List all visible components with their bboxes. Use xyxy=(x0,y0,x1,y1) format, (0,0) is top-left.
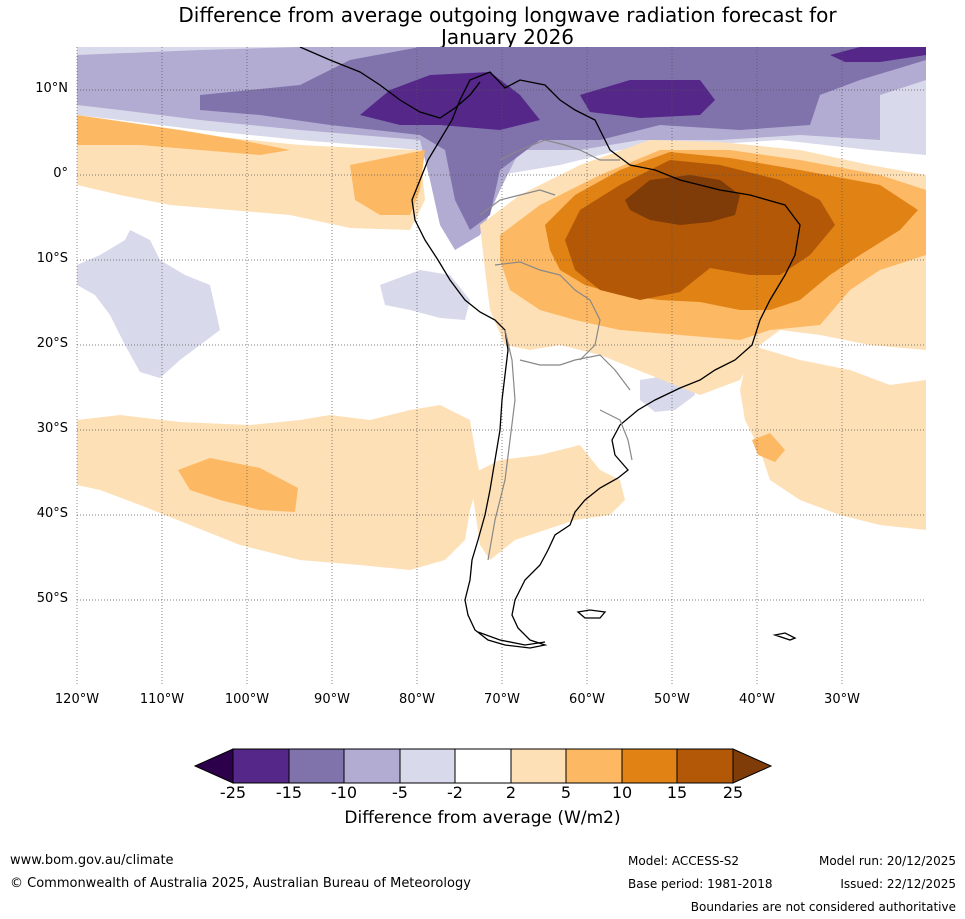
colorbar-tick-p15: 15 xyxy=(666,783,688,802)
lat-label-10s: 10°S xyxy=(36,251,68,266)
colorbar-tick-n2: -2 xyxy=(447,783,463,802)
anomaly-region-p5-10-west xyxy=(77,115,290,155)
lat-label-10n: 10°N xyxy=(35,81,68,96)
title-line-2: January 2026 xyxy=(440,25,575,49)
footer-base-period: Base period: 1981-2018 xyxy=(628,877,773,891)
colorbar-tick-n10: -10 xyxy=(330,783,358,802)
anomaly-region-p5-10-peru xyxy=(350,150,425,215)
lon-label-100w: 100°W xyxy=(224,692,270,707)
colorbar-tick-p5: 5 xyxy=(560,783,572,802)
south-america-coastline xyxy=(411,71,801,649)
lat-label-0: 0° xyxy=(53,166,68,181)
anomaly-region-n15-25-north xyxy=(360,72,540,130)
falkland-islands xyxy=(576,609,607,619)
lon-label-110w: 110°W xyxy=(139,692,185,707)
lon-label-30w: 30°W xyxy=(824,692,860,707)
anomaly-region-n15-25-top xyxy=(830,47,926,62)
chart-title: Difference from average outgoing longwav… xyxy=(0,4,965,48)
tierra-del-fuego-coastline xyxy=(477,631,546,646)
lon-label-60w: 60°W xyxy=(569,692,605,707)
lon-label-40w: 40°W xyxy=(739,692,775,707)
colorbar-tick-p2: 2 xyxy=(505,783,517,802)
anomaly-field xyxy=(77,47,926,570)
colorbar-tick-n15: -15 xyxy=(275,783,303,802)
anomaly-region-p2-5-south-atlantic xyxy=(740,345,926,530)
lat-label-20s: 20°S xyxy=(36,336,68,351)
lon-label-50w: 50°W xyxy=(654,692,690,707)
footer-model-run: Model run: 20/12/2025 xyxy=(818,854,956,868)
graticule xyxy=(76,47,926,685)
south-georgia-island xyxy=(772,632,797,641)
footer-issued: Issued: 22/12/2025 xyxy=(840,877,956,891)
anomaly-region-n15-25-ne xyxy=(580,80,715,118)
anomaly-region-p5-10-south-pacific xyxy=(178,458,298,512)
colorbar-label: Difference from average (W/m2) xyxy=(344,808,621,828)
lat-label-50s: 50°S xyxy=(36,591,68,606)
footer-copyright: © Commonwealth of Australia 2025, Austra… xyxy=(10,876,471,891)
anomaly-region-n10-15-north xyxy=(200,47,926,230)
lon-label-80w: 80°W xyxy=(399,692,435,707)
colorbar-tick-n25: -25 xyxy=(219,783,247,802)
lon-label-120w: 120°W xyxy=(54,692,100,707)
anomaly-region-p2-5-equatorial xyxy=(77,125,425,230)
central-america-coastline xyxy=(299,47,481,119)
footer-website[interactable]: www.bom.gov.au/climate xyxy=(10,853,174,868)
anomaly-region-p2-5-argentina xyxy=(470,445,625,560)
colorbar-tick-p25: 25 xyxy=(722,783,744,802)
anomaly-region-n2-5-pacific xyxy=(77,230,220,378)
anomaly-region-n2-5-coast xyxy=(380,270,470,320)
colorbar-tick-n5: -5 xyxy=(392,783,408,802)
lon-label-90w: 90°W xyxy=(314,692,350,707)
lon-label-70w: 70°W xyxy=(484,692,520,707)
lat-label-30s: 30°S xyxy=(36,421,68,436)
footer-disclaimer: Boundaries are not considered authoritat… xyxy=(690,900,956,914)
coastlines xyxy=(299,47,801,649)
lat-label-40s: 40°S xyxy=(36,506,68,521)
colorbar-tick-p10: 10 xyxy=(611,783,633,802)
anomaly-region-p5-10-south-atlantic xyxy=(752,433,785,462)
footer-model: Model: ACCESS-S2 xyxy=(628,854,740,868)
national-boundaries xyxy=(479,139,633,561)
title-line-1: Difference from average outgoing longwav… xyxy=(178,3,837,27)
